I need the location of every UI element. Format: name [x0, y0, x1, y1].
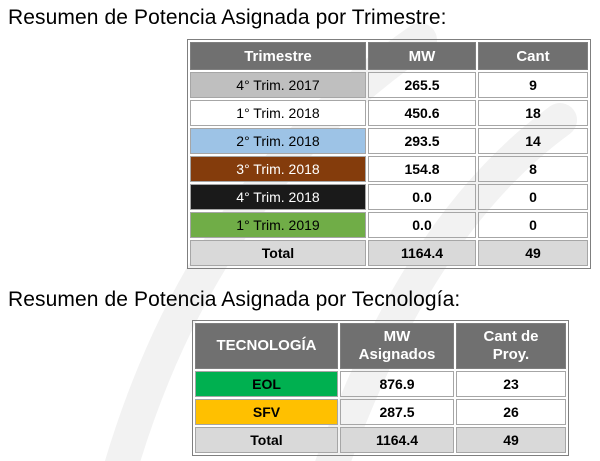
table-header-row: Trimestre MW Cant [190, 42, 588, 70]
cant-cell: 14 [478, 128, 588, 154]
table-row: SFV 287.5 26 [195, 399, 566, 425]
period-cell: 4° Trim. 2018 [190, 184, 366, 210]
cant-cell: 26 [456, 399, 566, 425]
total-cant: 49 [478, 240, 588, 266]
period-cell: 1° Trim. 2019 [190, 212, 366, 238]
mw-cell: 450.6 [368, 100, 476, 126]
col-header-mw-asignados-label: MW Asignados [358, 328, 436, 363]
total-cant: 49 [456, 427, 566, 453]
table-row: 4° Trim. 2017 265.5 9 [190, 72, 588, 98]
heading-trimestre: Resumen de Potencia Asignada por Trimest… [8, 6, 447, 29]
tech-cell: EOL [195, 371, 338, 397]
cant-cell: 23 [456, 371, 566, 397]
period-cell: 2° Trim. 2018 [190, 128, 366, 154]
table-trimestre: Trimestre MW Cant 4° Trim. 2017 265.5 9 … [187, 39, 591, 269]
total-label: Total [190, 240, 366, 266]
table-row: 3° Trim. 2018 154.8 8 [190, 156, 588, 182]
col-header-cant-proy-label: Cant de Proy. [483, 328, 539, 363]
col-header-trimestre: Trimestre [190, 42, 366, 70]
col-header-mw-asignados: MW Asignados [340, 323, 454, 369]
table-row: 1° Trim. 2018 450.6 18 [190, 100, 588, 126]
table-header-row: TECNOLOGÍA MW Asignados Cant de Proy. [195, 323, 566, 369]
heading-tecnologia: Resumen de Potencia Asignada por Tecnolo… [8, 288, 461, 311]
col-header-cant: Cant [478, 42, 588, 70]
mw-cell: 876.9 [340, 371, 454, 397]
period-cell: 1° Trim. 2018 [190, 100, 366, 126]
table-row: 2° Trim. 2018 293.5 14 [190, 128, 588, 154]
period-cell: 4° Trim. 2017 [190, 72, 366, 98]
total-mw: 1164.4 [368, 240, 476, 266]
table-total-row: Total 1164.4 49 [190, 240, 588, 266]
table-tecnologia: TECNOLOGÍA MW Asignados Cant de Proy. EO… [192, 320, 569, 456]
table-row: 1° Trim. 2019 0.0 0 [190, 212, 588, 238]
period-cell: 3° Trim. 2018 [190, 156, 366, 182]
table-total-row: Total 1164.4 49 [195, 427, 566, 453]
cant-cell: 0 [478, 184, 588, 210]
cant-cell: 9 [478, 72, 588, 98]
col-header-cant-proy: Cant de Proy. [456, 323, 566, 369]
mw-cell: 0.0 [368, 184, 476, 210]
mw-cell: 287.5 [340, 399, 454, 425]
cant-cell: 18 [478, 100, 588, 126]
mw-cell: 265.5 [368, 72, 476, 98]
mw-cell: 154.8 [368, 156, 476, 182]
mw-cell: 293.5 [368, 128, 476, 154]
table-row: 4° Trim. 2018 0.0 0 [190, 184, 588, 210]
cant-cell: 8 [478, 156, 588, 182]
table-row: EOL 876.9 23 [195, 371, 566, 397]
col-header-tecnologia: TECNOLOGÍA [195, 323, 338, 369]
col-header-mw: MW [368, 42, 476, 70]
total-mw: 1164.4 [340, 427, 454, 453]
total-label: Total [195, 427, 338, 453]
mw-cell: 0.0 [368, 212, 476, 238]
tech-cell: SFV [195, 399, 338, 425]
cant-cell: 0 [478, 212, 588, 238]
